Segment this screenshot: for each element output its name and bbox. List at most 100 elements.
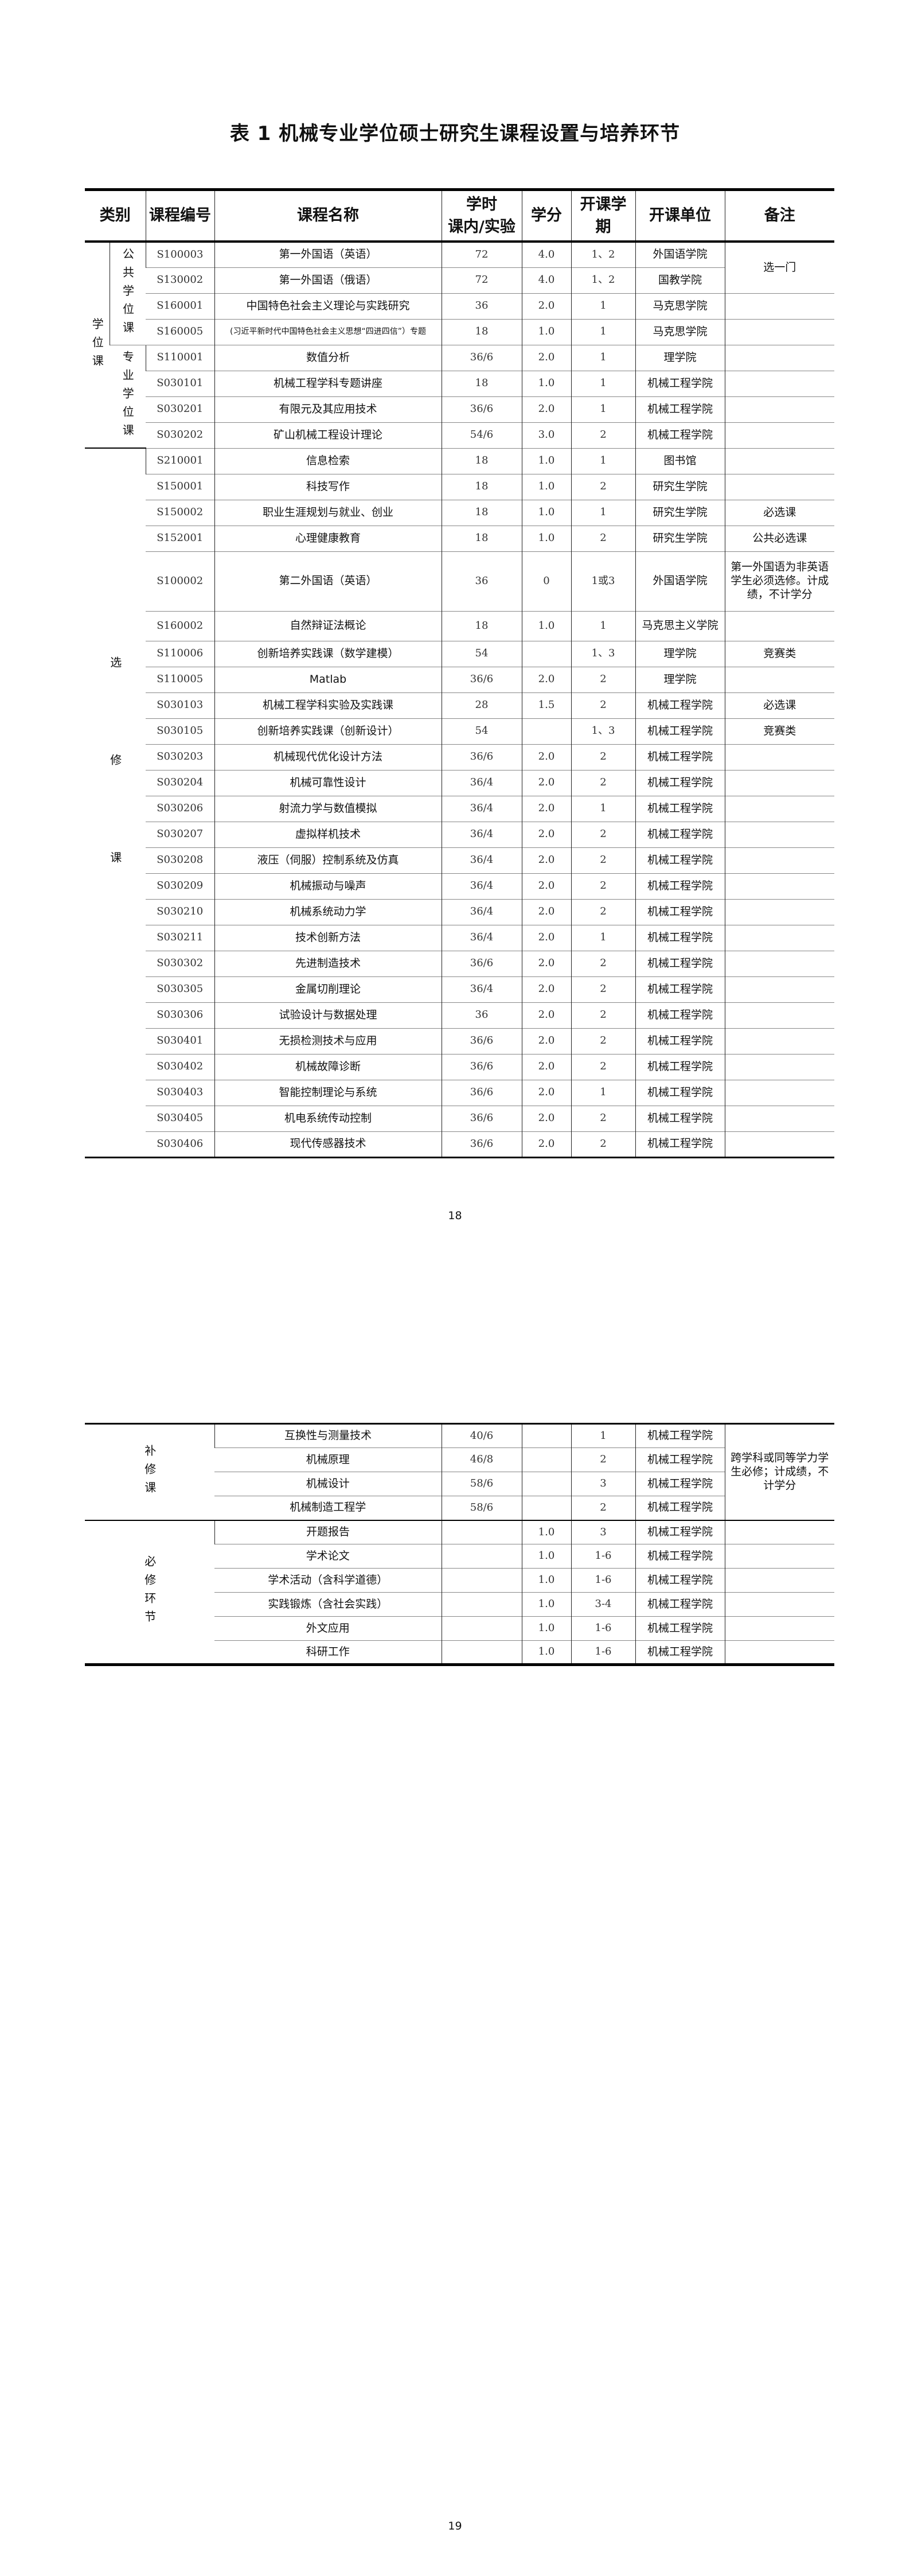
course-name: 射流力学与数值模拟: [214, 795, 442, 822]
course-credit: 1.0: [521, 370, 571, 396]
course-note: [724, 370, 834, 396]
course-unit: 机械工程学院: [635, 769, 725, 796]
course-semester: 1或3: [571, 551, 635, 611]
course-hours: 28: [441, 692, 522, 718]
course-name: 心理健康教育: [214, 525, 442, 551]
course-semester: 1: [571, 396, 635, 422]
course-unit: 机械工程学院: [635, 370, 725, 396]
course-hours: 58/6: [441, 1472, 522, 1496]
table-row: S160002 自然辩证法概论 18 1.0 1 马克思主义学院: [85, 610, 834, 641]
course-semester: 1、2: [571, 267, 635, 293]
course-note: [724, 396, 834, 422]
course-semester: 2: [571, 666, 635, 692]
course-code: S030208: [146, 847, 214, 873]
course-note: [724, 473, 834, 500]
course-hours: 36/4: [441, 924, 522, 951]
course-hours: [441, 1616, 522, 1641]
course-unit: 研究生学院: [635, 499, 725, 526]
course-note: 选一门: [724, 241, 834, 293]
page-number: 19: [448, 2520, 462, 2532]
table-row: 机械制造工程学 58/6 2 机械工程学院: [85, 1496, 834, 1520]
course-code: S030402: [146, 1053, 214, 1080]
table-row: 机械设计 58/6 3 机械工程学院: [85, 1472, 834, 1496]
course-hours: 36/4: [441, 976, 522, 1002]
course-credit: 2.0: [521, 1131, 571, 1157]
page-number: 18: [448, 1209, 462, 1222]
course-semester: 3: [571, 1472, 635, 1496]
course-unit: 机械工程学院: [635, 1544, 725, 1569]
course-code: S030203: [146, 744, 214, 770]
course-credit: 1.0: [521, 473, 571, 500]
course-note: [724, 1131, 834, 1157]
course-credit: 3.0: [521, 422, 571, 448]
table-row: S030206 射流力学与数值模拟 36/4 2.0 1 机械工程学院: [85, 795, 834, 822]
course-note: [724, 666, 834, 692]
course-note: 必选课: [724, 692, 834, 718]
course-credit: 1.0: [521, 610, 571, 641]
course-unit: 机械工程学院: [635, 847, 725, 873]
course-code: S150001: [146, 473, 214, 500]
course-hours: 36: [441, 293, 522, 319]
course-code: S160002: [146, 610, 214, 641]
course-credit: 2.0: [521, 344, 571, 371]
course-hours: 58/6: [441, 1496, 522, 1520]
course-note: [724, 873, 834, 899]
course-credit: [521, 718, 571, 744]
course-code: S160001: [146, 293, 214, 319]
course-name: 创新培养实践课（创新设计）: [214, 718, 442, 744]
course-unit: 机械工程学院: [635, 1616, 725, 1641]
course-semester: 2: [571, 1028, 635, 1054]
course-code: S152001: [146, 525, 214, 551]
course-unit: 机械工程学院: [635, 1131, 725, 1157]
table-row: S110006 创新培养实践课（数学建模） 54 1、3 理学院 竞赛类: [85, 640, 834, 667]
course-semester: 2: [571, 744, 635, 770]
table-row: S030306 试验设计与数据处理 36 2.0 2 机械工程学院: [85, 1002, 834, 1028]
course-hours: 18: [441, 525, 522, 551]
course-semester: 2: [571, 692, 635, 718]
course-code: S030211: [146, 924, 214, 951]
course-unit: 机械工程学院: [635, 396, 725, 422]
course-code: S110005: [146, 666, 214, 692]
course-hours: 36/6: [441, 1105, 522, 1131]
course-hours: 36/6: [441, 396, 522, 422]
course-semester: 1: [571, 1079, 635, 1106]
course-unit: 机械工程学院: [635, 821, 725, 847]
course-code: S030206: [146, 795, 214, 822]
course-name: 机械可靠性设计: [214, 769, 442, 796]
course-semester: 2: [571, 898, 635, 925]
course-semester: 2: [571, 1002, 635, 1028]
table-row: S160005 (习近平新时代中国特色社会主义思想“四进四信”）专题 18 1.0 1 马…: [85, 318, 834, 345]
course-semester: 1、3: [571, 640, 635, 667]
course-semester: 2: [571, 1105, 635, 1131]
course-credit: [521, 1496, 571, 1520]
course-semester: 2: [571, 473, 635, 500]
table-row: S110005 Matlab 36/6 2.0 2 理学院: [85, 666, 834, 692]
course-unit: 机械工程学院: [635, 1053, 725, 1080]
course-credit: [521, 640, 571, 667]
course-code: S130002: [146, 267, 214, 293]
course-hours: 36/6: [441, 666, 522, 692]
table-row: S030405 机电系统传动控制 36/6 2.0 2 机械工程学院: [85, 1105, 834, 1131]
course-code: S030401: [146, 1028, 214, 1054]
course-unit: 机械工程学院: [635, 1079, 725, 1106]
table-row: S030210 机械系统动力学 36/4 2.0 2 机械工程学院: [85, 898, 834, 925]
course-note: [724, 293, 834, 319]
course-hours: 18: [441, 499, 522, 526]
course-name: 机械工程学科实验及实践课: [214, 692, 442, 718]
course-code: S030210: [146, 898, 214, 925]
course-semester: 2: [571, 1447, 635, 1472]
course-name: 第一外国语（俄语）: [214, 267, 442, 293]
course-hours: 36/6: [441, 1028, 522, 1054]
course-note: 必选课: [724, 499, 834, 526]
course-hours: 40/6: [441, 1423, 522, 1448]
table-row: S030105 创新培养实践课（创新设计） 54 1、3 机械工程学院 竞赛类: [85, 718, 834, 744]
table-row: S030211 技术创新方法 36/4 2.0 1 机械工程学院: [85, 924, 834, 951]
course-credit: 2.0: [521, 795, 571, 822]
table-row: S030101 机械工程学科专题讲座 18 1.0 1 机械工程学院: [85, 370, 834, 396]
course-credit: 2.0: [521, 950, 571, 976]
course-note: [724, 744, 834, 770]
table-header-row: 类别 课程编号 课程名称 学时 课内/实验 学分 开课学期 开课单位 备注: [85, 189, 834, 243]
course-code: S150002: [146, 499, 214, 526]
course-hours: 36/4: [441, 821, 522, 847]
table-row: 补修课 互换性与测量技术 40/6 1 机械工程学院 跨学科或同等学力学生必修；计成绩，不…: [85, 1423, 834, 1520]
